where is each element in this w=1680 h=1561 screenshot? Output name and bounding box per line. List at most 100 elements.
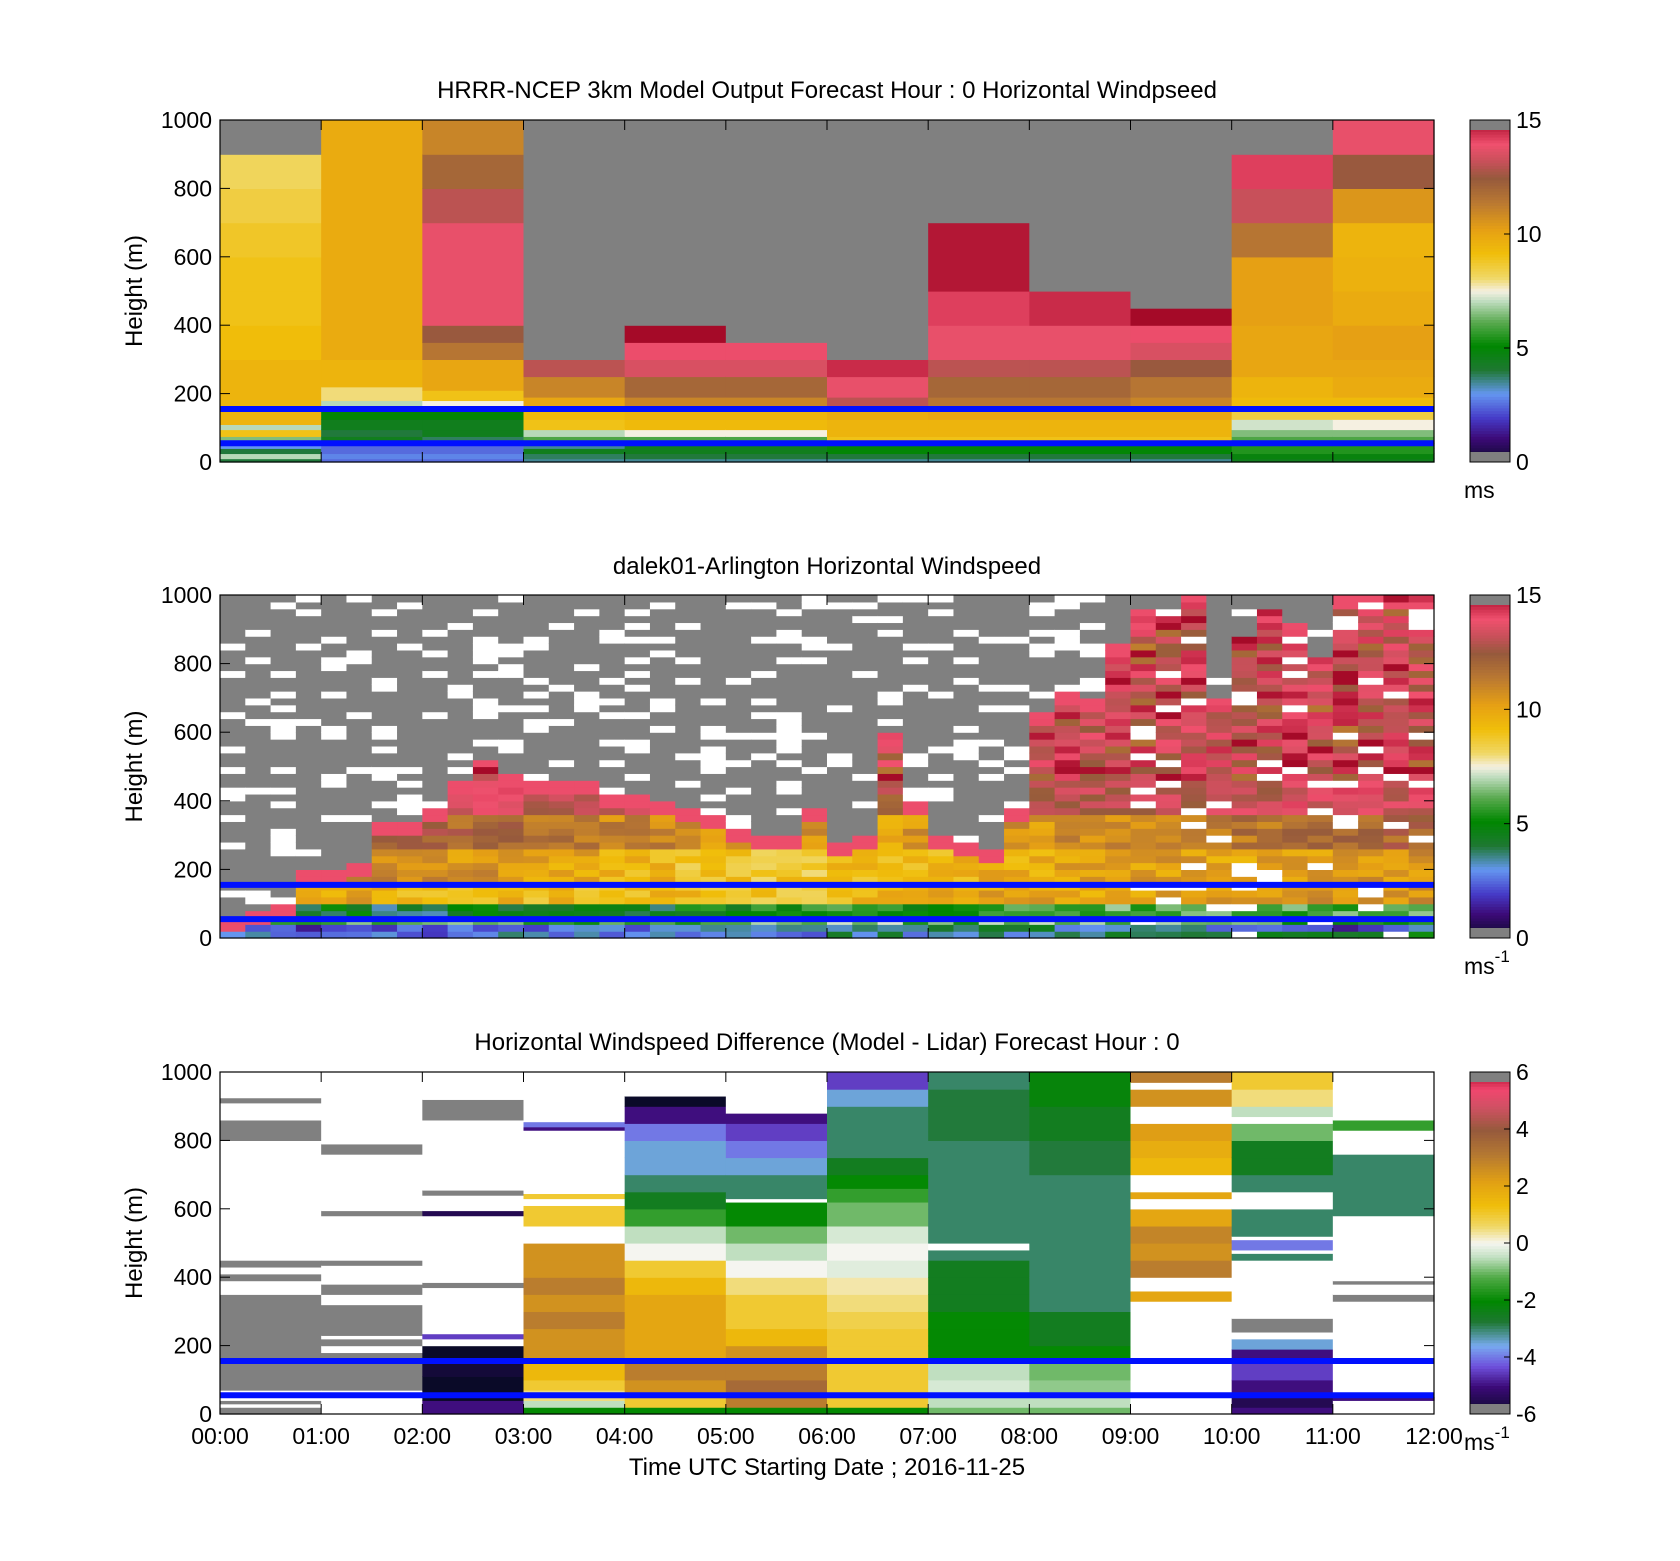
heatmap-cell <box>928 1072 1030 1090</box>
heatmap-cell <box>270 670 297 678</box>
heatmap-cell <box>422 615 449 624</box>
heatmap-cell <box>523 601 550 610</box>
heatmap-cell <box>624 697 651 706</box>
colorbar-unit-base: ms <box>1464 953 1495 979</box>
heatmap-cell <box>827 745 853 754</box>
heatmap-cell <box>371 773 398 781</box>
heatmap-cell <box>1282 793 1309 802</box>
heatmap-cell <box>928 359 1030 378</box>
heatmap-cell <box>1332 780 1359 788</box>
heatmap-cell <box>599 636 626 644</box>
heatmap-cell <box>295 697 322 706</box>
heatmap-cell <box>978 752 1005 761</box>
heatmap-cell <box>1282 636 1309 644</box>
colorbar-segment <box>1470 444 1510 449</box>
colorbar-segment <box>1470 1214 1510 1218</box>
heatmap-cell <box>1231 855 1258 864</box>
heatmap-cell <box>1054 677 1081 685</box>
heatmap-cell <box>397 766 423 774</box>
heatmap-cell <box>295 862 322 870</box>
heatmap-cell <box>624 718 651 726</box>
heatmap-cell <box>751 670 778 678</box>
heatmap-cell <box>1282 643 1309 651</box>
heatmap-cell <box>472 622 499 630</box>
colorbar-segment <box>1470 823 1510 828</box>
colorbar-segment <box>1470 1391 1510 1395</box>
heatmap-cell <box>1408 608 1435 617</box>
heatmap-cell <box>1256 691 1283 699</box>
heatmap-cell <box>245 759 272 768</box>
heatmap-cell <box>1079 752 1106 761</box>
heatmap-cell <box>751 622 778 630</box>
heatmap-cell <box>827 896 853 905</box>
heatmap-cell <box>1155 862 1182 870</box>
heatmap-cell <box>827 931 853 939</box>
heatmap-cell <box>1105 608 1132 617</box>
heatmap-cell <box>776 855 803 864</box>
heatmap-cell <box>725 458 828 463</box>
heatmap-cell <box>270 718 297 726</box>
heatmap-cell <box>447 718 474 726</box>
heatmap-cell <box>725 677 752 685</box>
heatmap-cell <box>902 896 929 905</box>
heatmap-cell <box>220 615 246 624</box>
heatmap-cell <box>801 649 828 658</box>
heatmap-cell <box>852 649 879 658</box>
heatmap-cell <box>472 807 499 816</box>
heatmap-cell <box>751 855 778 864</box>
colorbar-segment <box>1470 134 1510 138</box>
heatmap-cell <box>472 862 499 870</box>
heatmap-cell <box>574 677 600 685</box>
heatmap-cell <box>700 793 727 802</box>
heatmap-cell <box>1181 649 1207 658</box>
heatmap-cell <box>827 766 853 774</box>
colorbar-segment <box>1470 345 1510 349</box>
heatmap-cell <box>321 622 348 630</box>
heatmap-cell <box>523 595 550 603</box>
heatmap-cell <box>321 408 423 420</box>
heatmap-cell <box>1358 684 1385 692</box>
heatmap-cell <box>1358 814 1385 822</box>
heatmap-cell <box>953 711 980 720</box>
heatmap-cell <box>1408 931 1435 939</box>
heatmap-cell <box>928 766 955 774</box>
heatmap-cell <box>776 732 803 740</box>
heatmap-cell <box>1231 154 1334 189</box>
heatmap-cell <box>852 739 879 747</box>
heatmap-cell <box>1231 828 1258 836</box>
heatmap-cell <box>1054 773 1081 781</box>
colorbar-segment <box>1470 1374 1510 1378</box>
heatmap-cell <box>1282 807 1309 816</box>
heatmap-cell <box>523 1243 626 1261</box>
heatmap-cell <box>1054 622 1081 630</box>
heatmap-cell <box>472 841 499 850</box>
heatmap-cell <box>270 691 297 699</box>
heatmap-cell <box>1181 876 1207 884</box>
heatmap-cell <box>270 848 297 857</box>
heatmap-cell <box>1029 1174 1132 1210</box>
heatmap-cell <box>801 739 828 747</box>
colorbar-unit: ms-1 <box>1464 1423 1510 1455</box>
heatmap-cell <box>220 1097 322 1104</box>
heatmap-cell <box>928 656 955 665</box>
heatmap-cell <box>1408 848 1435 857</box>
heatmap-cell <box>1408 807 1435 816</box>
heatmap-cell <box>1332 325 1435 360</box>
heatmap-cell <box>776 691 803 699</box>
heatmap-cell <box>245 800 272 809</box>
heatmap-cell <box>1130 711 1157 720</box>
colorbar-segment <box>1470 251 1510 255</box>
heatmap-cell <box>371 903 398 912</box>
heatmap-cell <box>447 725 474 733</box>
heatmap-cell <box>827 1379 929 1395</box>
y-tick-label: 0 <box>199 925 212 951</box>
colorbar-segment <box>1470 1111 1510 1116</box>
heatmap-cell <box>801 800 828 809</box>
heatmap-cell <box>675 725 702 733</box>
heatmap-cell <box>827 924 853 932</box>
heatmap-cell <box>1408 656 1435 665</box>
heatmap-cell <box>649 670 676 678</box>
heatmap-cell <box>245 924 272 932</box>
heatmap-cell <box>1130 697 1157 706</box>
heatmap-cell <box>675 718 702 726</box>
